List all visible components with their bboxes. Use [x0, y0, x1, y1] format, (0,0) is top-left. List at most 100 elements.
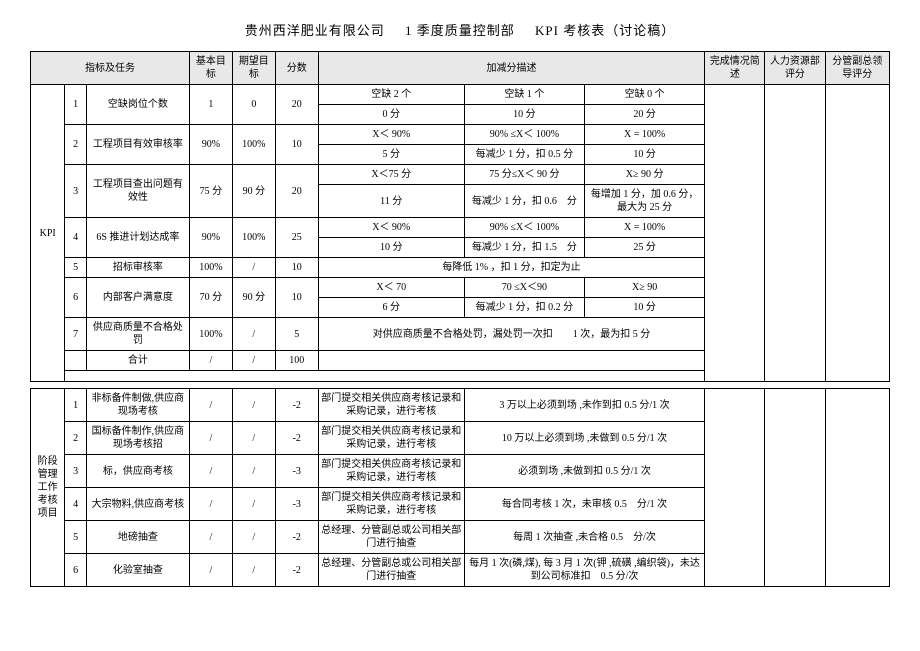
cell: 20 分 [585, 105, 705, 125]
cell: X＜ 90% [318, 218, 464, 238]
h-hr: 人力资源部评分 [765, 52, 825, 85]
cell: 6 [65, 278, 86, 318]
cell: / [189, 389, 232, 422]
cell: 100% [232, 125, 275, 165]
cell-done [705, 389, 765, 587]
h-indicator: 指标及任务 [31, 52, 190, 85]
cell: 0 [232, 85, 275, 125]
cell: 每减少 1 分，扣 0.6 分 [464, 185, 584, 218]
cell: 90% [189, 218, 232, 258]
cell: 6S 推进计划达成率 [86, 218, 189, 258]
cell: / [232, 488, 275, 521]
cell: 每减少 1 分，扣 1.5 分 [464, 238, 584, 258]
cell: 4 [65, 488, 86, 521]
cell: 非标备件制做,供应商现场考核 [86, 389, 189, 422]
cell: 国标备件制作,供应商现场考核招 [86, 422, 189, 455]
cell: 工程项目有效审核率 [86, 125, 189, 165]
cell: 25 [275, 218, 318, 258]
cell: 空缺 1 个 [464, 85, 584, 105]
cell: 空缺 2 个 [318, 85, 464, 105]
cell: 10 分 [585, 298, 705, 318]
cell: 100 [275, 351, 318, 371]
cell: 10 分 [464, 105, 584, 125]
cell: 每月 1 次(磷,煤), 每 3 月 1 次(钾 ,硫磺 ,编织袋)，未达到公司… [464, 554, 705, 587]
cell: 1 [189, 85, 232, 125]
cell-blank [65, 371, 765, 382]
cell: 100% [189, 318, 232, 351]
cell: / [189, 422, 232, 455]
cell: X＜75 分 [318, 165, 464, 185]
cell: 供应商质量不合格处罚 [86, 318, 189, 351]
cell: 每周 1 次抽查 ,未合格 0.5 分/次 [464, 521, 705, 554]
cell [65, 351, 86, 371]
cell: X = 100% [585, 125, 705, 145]
title-company: 贵州西洋肥业有限公司 [245, 23, 385, 38]
cell: 合计 [86, 351, 189, 371]
h-desc: 加减分描述 [318, 52, 705, 85]
cell: 10 分 [585, 145, 705, 165]
cell: 每减少 1 分，扣 0.2 分 [464, 298, 584, 318]
cell: X＜ 70 [318, 278, 464, 298]
cell: -3 [275, 455, 318, 488]
cell: 每减少 1 分，扣 0.5 分 [464, 145, 584, 165]
cell: 20 [275, 165, 318, 218]
cell: 6 [65, 554, 86, 587]
cell: 10 分 [318, 238, 464, 258]
cell: / [232, 521, 275, 554]
cell: 标，供应商考核 [86, 455, 189, 488]
title-period: 1 季度质量控制部 [405, 23, 515, 38]
cell: 90 分 [232, 165, 275, 218]
cell: / [232, 318, 275, 351]
cell: 70 ≤X＜90 [464, 278, 584, 298]
cell: 3 万以上必须到场 ,未作到扣 0.5 分/1 次 [464, 389, 705, 422]
cell: / [232, 422, 275, 455]
cell: X = 100% [585, 218, 705, 238]
cell: -2 [275, 389, 318, 422]
cell: 内部客户满意度 [86, 278, 189, 318]
cell: / [232, 351, 275, 371]
cell: 部门提交相关供应商考核记录和采购记录，进行考核 [318, 389, 464, 422]
page-title: 贵州西洋肥业有限公司 1 季度质量控制部 KPI 考核表（讨论稿） [30, 20, 890, 39]
cell: 5 [65, 258, 86, 278]
cell: -3 [275, 488, 318, 521]
cell: X≥ 90 分 [585, 165, 705, 185]
cell: / [189, 554, 232, 587]
cell: 3 [65, 455, 86, 488]
cell: 总经理、分管副总或公司相关部门进行抽查 [318, 521, 464, 554]
cell: 20 [275, 85, 318, 125]
cell: / [232, 258, 275, 278]
cell: 3 [65, 165, 86, 218]
cell: 2 [65, 125, 86, 165]
cell: 75 分≤X＜ 90 分 [464, 165, 584, 185]
cell: 4 [65, 218, 86, 258]
cell: / [189, 351, 232, 371]
title-doc: KPI 考核表（讨论稿） [535, 23, 675, 38]
cell: 总经理、分管副总或公司相关部门进行抽查 [318, 554, 464, 587]
cell: 地磅抽查 [86, 521, 189, 554]
cell: 对供应商质量不合格处罚，漏处罚一次扣 1 次，最为扣 5 分 [318, 318, 705, 351]
h-base: 基本目标 [189, 52, 232, 85]
cell: 75 分 [189, 165, 232, 218]
cell: 90% [189, 125, 232, 165]
cell: X＜ 90% [318, 125, 464, 145]
cell: 大宗物料,供应商考核 [86, 488, 189, 521]
cell: -2 [275, 554, 318, 587]
cell: 0 分 [318, 105, 464, 125]
h-done: 完成情况简述 [705, 52, 765, 85]
h-score: 分数 [275, 52, 318, 85]
cell: / [232, 389, 275, 422]
cell [318, 351, 705, 371]
cell: 10 [275, 278, 318, 318]
cell: / [189, 488, 232, 521]
cell: X≥ 90 [585, 278, 705, 298]
stage-label: 阶段管理工作考核项目 [31, 389, 65, 587]
cell: -2 [275, 521, 318, 554]
cell: 每增加 1 分，加 0.6 分，最大为 25 分 [585, 185, 705, 218]
cell: / [232, 455, 275, 488]
cell: 1 [65, 85, 86, 125]
cell: 90 分 [232, 278, 275, 318]
cell: 必须到场 ,未做到扣 0.5 分/1 次 [464, 455, 705, 488]
cell: 2 [65, 422, 86, 455]
cell: 空缺 0 个 [585, 85, 705, 105]
kpi-label: KPI [31, 85, 65, 382]
